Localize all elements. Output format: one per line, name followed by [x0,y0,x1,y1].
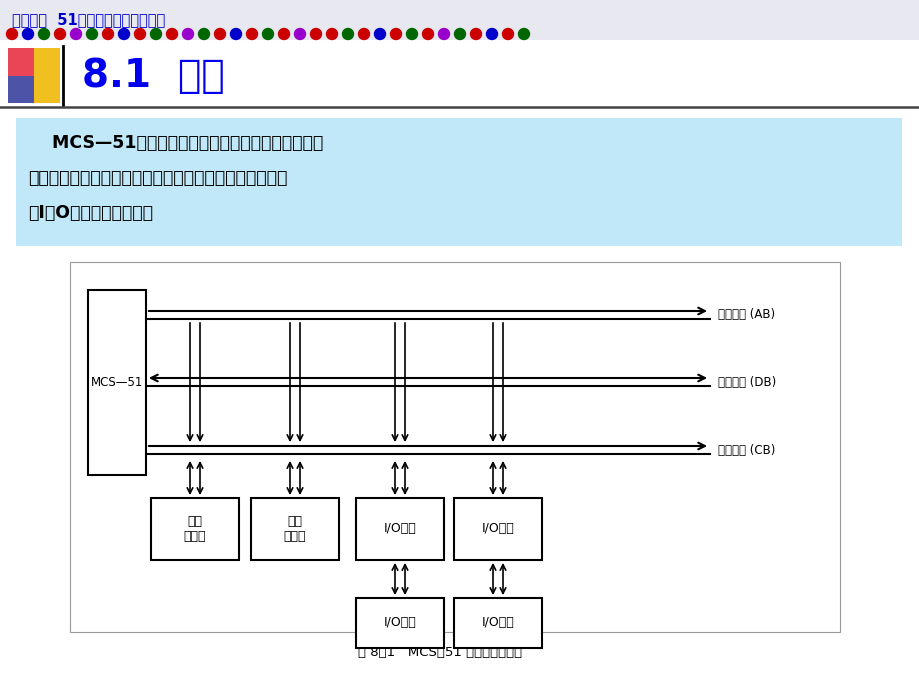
Circle shape [486,28,497,39]
Text: I/O设备: I/O设备 [383,616,416,629]
Circle shape [470,28,481,39]
Bar [251,498,338,560]
Bar [453,498,541,560]
Text: MCS—51: MCS—51 [91,376,143,389]
Text: 》第八章  51单片机存储器的设计》: 》第八章 51单片机存储器的设计》 [12,12,165,28]
Bar [8,48,34,75]
Bar [88,290,146,475]
Circle shape [262,28,273,39]
Circle shape [71,28,82,39]
Circle shape [278,28,289,39]
Bar [453,598,541,648]
Circle shape [102,28,113,39]
Circle shape [406,28,417,39]
Circle shape [518,28,529,39]
Circle shape [358,28,369,39]
Text: 程序
存储器: 程序 存储器 [283,515,306,543]
Circle shape [214,28,225,39]
Circle shape [54,28,65,39]
Text: （外部存储器又分为外部程序存储器和外部数据存储器）: （外部存储器又分为外部程序存储器和外部数据存储器） [28,169,287,187]
Circle shape [151,28,162,39]
Circle shape [438,28,449,39]
Text: 控制总线 (CB): 控制总线 (CB) [717,444,775,457]
Bar [0,0,919,40]
Text: 图 8－1   MCS－51 的系统扩展结构: 图 8－1 MCS－51 的系统扩展结构 [357,646,521,658]
Circle shape [294,28,305,39]
Circle shape [422,28,433,39]
Circle shape [342,28,353,39]
Circle shape [231,28,241,39]
Circle shape [22,28,33,39]
Text: 和I／O接口部件的扩展。: 和I／O接口部件的扩展。 [28,204,153,222]
Bar [8,48,60,103]
Text: MCS—51系统扩展的内容主要有外部存储器的扩展: MCS—51系统扩展的内容主要有外部存储器的扩展 [28,134,323,152]
Circle shape [182,28,193,39]
Circle shape [390,28,401,39]
Circle shape [454,28,465,39]
Circle shape [134,28,145,39]
Circle shape [502,28,513,39]
Circle shape [199,28,210,39]
Bar [70,262,839,632]
Bar [16,118,901,246]
Text: I/O设备: I/O设备 [482,616,514,629]
Bar [356,498,444,560]
Circle shape [6,28,17,39]
Bar [151,498,239,560]
Text: 数据总线 (DB): 数据总线 (DB) [717,375,776,388]
Circle shape [166,28,177,39]
Circle shape [326,28,337,39]
Text: 8.1  概述: 8.1 概述 [82,57,224,95]
Text: 地址总线 (AB): 地址总线 (AB) [717,308,775,322]
Circle shape [119,28,130,39]
Circle shape [374,28,385,39]
Circle shape [246,28,257,39]
Bar [8,75,34,103]
Text: I/O接口: I/O接口 [482,522,514,535]
Text: 数据
存储器: 数据 存储器 [184,515,206,543]
Circle shape [86,28,97,39]
Bar [356,598,444,648]
Circle shape [311,28,321,39]
Circle shape [39,28,50,39]
Text: I/O接口: I/O接口 [383,522,416,535]
